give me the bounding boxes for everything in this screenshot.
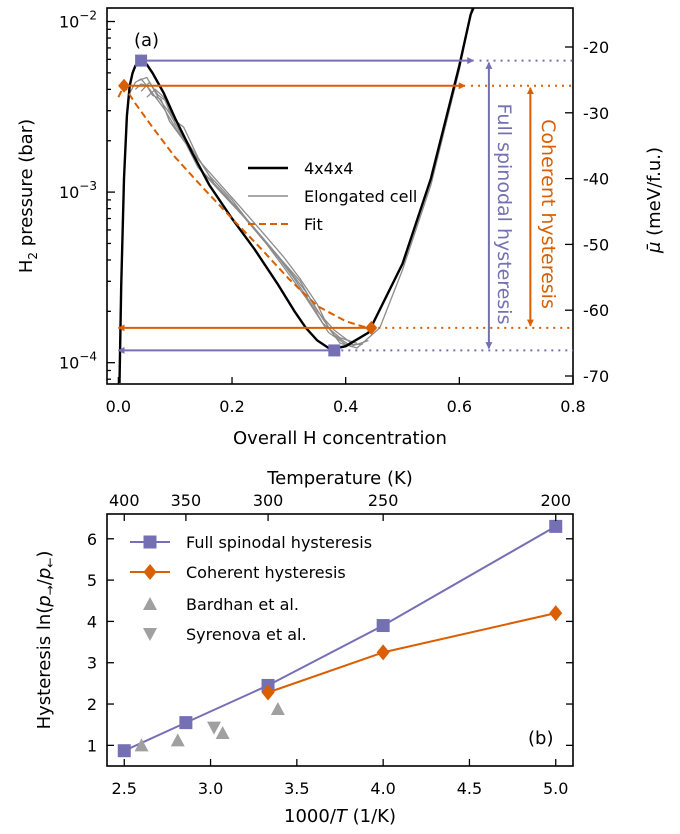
panel-b-top-tick-label: 300: [253, 491, 284, 510]
panel-a-ticks: 0.0 0.2 0.4 0.6 0.8 10−4 10−3 10−2 -20 -30 -40 -50 -…: [59, 9, 609, 416]
panel-a-right-tick-label: -30: [583, 104, 609, 123]
panel-a-y-axis-title: H2 pressure (bar): [16, 119, 40, 273]
panel-b-y-axis-title: Hysteresis ln(p→/p←): [34, 551, 57, 730]
panel-b-y-tick-label: 4: [87, 612, 97, 631]
series-3-point: [170, 733, 185, 747]
series-1-point: [376, 619, 390, 633]
panel-a: 0.0 0.2 0.4 0.6 0.8 10−4 10−3 10−2 -20 -30 -40 -50 -…: [16, 7, 665, 449]
panel-a-right-tick-label: -60: [583, 301, 609, 320]
panel-b-x-tick-label: 2.5: [112, 779, 137, 798]
fit-dashed-line: [117, 83, 372, 329]
panel-a-label: (a): [134, 30, 159, 51]
elongated-cell-line-4: [140, 81, 358, 344]
panel-b-frame: [106, 513, 574, 767]
panel-a-plot-area: [117, 8, 475, 384]
panel-b-x-tick-label: 4.5: [457, 779, 482, 798]
panel-a-right-tick-label: -20: [583, 38, 609, 57]
panel-a-x-tick-label: 0.4: [333, 397, 358, 416]
panel-a-y-tick-label: 10−4: [59, 350, 97, 373]
legend-label-3: Fit: [304, 215, 323, 234]
legend-label-2: Coherent hysteresis: [186, 563, 346, 582]
panel-a-y-tick-label: 10−3: [59, 179, 97, 202]
elongated-cell-line-5: [146, 88, 352, 344]
panel-b-label: (b): [528, 728, 553, 749]
legend-bardhan-swatch: [143, 597, 157, 610]
series-4x4x4-line: [118, 8, 475, 384]
series-3-point: [134, 738, 149, 752]
elongated-cell-line-1: [118, 8, 473, 384]
full-spinodal-hysteresis-annotation: Full spinodal hysteresis: [493, 104, 515, 325]
legend-full-swatch-marker: [143, 535, 157, 549]
panel-b-y-tick-label: 6: [87, 530, 97, 549]
coherent-upper-marker: [118, 78, 131, 93]
panel-b: Temperature (K) 2.5 3.0 3.5 4.0 4.5 5.0 1 2 3 4 5 6…: [34, 468, 574, 827]
panel-b-top-axis-title: Temperature (K): [266, 468, 413, 489]
legend-label-4: Syrenova et al.: [186, 625, 307, 644]
legend-label-2: Elongated cell: [304, 187, 417, 206]
panel-a-legend: 4x4x4 Elongated cell Fit: [248, 159, 417, 234]
elongated-cell-line-3: [138, 76, 363, 346]
coherent-hysteresis-annotation: Coherent hysteresis: [537, 119, 559, 309]
elongated-cell-line-2: [134, 83, 369, 347]
series-line-2: [267, 612, 556, 694]
panel-b-ticks: 2.5 3.0 3.5 4.0 4.5 5.0 1 2 3 4 5 6 400 350 300 250 200: [87, 491, 573, 798]
panel-a-x-tick-label: 0.6: [447, 397, 472, 416]
panel-a-right-tick-label: -40: [583, 170, 609, 189]
panel-b-y-tick-label: 1: [87, 736, 97, 755]
panel-b-y-tick-label: 3: [87, 654, 97, 673]
legend-syrenova-swatch: [143, 628, 157, 641]
panel-a-x-tick-label: 0.0: [106, 397, 131, 416]
panel-b-top-tick-label: 200: [540, 491, 571, 510]
panel-b-x-tick-label: 3.0: [198, 779, 223, 798]
panel-a-right-tick-label: -50: [583, 235, 609, 254]
panel-b-x-tick-label: 4.0: [370, 779, 395, 798]
panel-b-x-axis-title: 1000/T (1/K): [284, 806, 396, 827]
panel-b-legend: Full spinodal hysteresis Coherent hystere…: [130, 533, 372, 644]
series-1-point: [117, 744, 131, 758]
series-4-point: [207, 721, 222, 735]
panel-b-top-tick-label: 400: [109, 491, 140, 510]
legend-label-3: Bardhan et al.: [186, 595, 299, 614]
panel-b-plot-area: [117, 519, 563, 758]
panel-a-x-axis-title: Overall H concentration: [233, 428, 447, 449]
series-1-point: [179, 716, 193, 730]
full-lower-marker: [328, 344, 341, 357]
panel-a-x-tick-label: 0.2: [219, 397, 244, 416]
panel-b-x-tick-label: 5.0: [543, 779, 568, 798]
series-3-point: [270, 701, 285, 715]
panel-b-x-tick-label: 3.5: [284, 779, 309, 798]
series-2-point: [549, 605, 563, 622]
panel-a-x-tick-label: 0.8: [560, 397, 585, 416]
legend-label-1: 4x4x4: [304, 159, 353, 178]
series-1-point: [549, 519, 563, 533]
coherent-lower-marker: [365, 320, 378, 335]
full-upper-marker: [135, 54, 148, 67]
panel-a-y-tick-label: 10−2: [59, 9, 97, 32]
panel-b-y-tick-label: 2: [87, 695, 97, 714]
panel-a-right-tick-label: -70: [583, 367, 609, 386]
legend-coherent-swatch-marker: [143, 564, 157, 580]
panel-b-y-tick-label: 5: [87, 571, 97, 590]
series-2-point: [261, 684, 275, 701]
panel-b-top-tick-label: 350: [171, 491, 202, 510]
series-2-point: [376, 644, 390, 661]
series-3-point: [215, 725, 230, 739]
panel-b-top-tick-label: 250: [368, 491, 399, 510]
panel-a-frame: [106, 7, 574, 385]
legend-label-1: Full spinodal hysteresis: [186, 533, 372, 552]
panel-a-right-axis-title: μ̄ (meV/f.u.): [644, 147, 665, 254]
